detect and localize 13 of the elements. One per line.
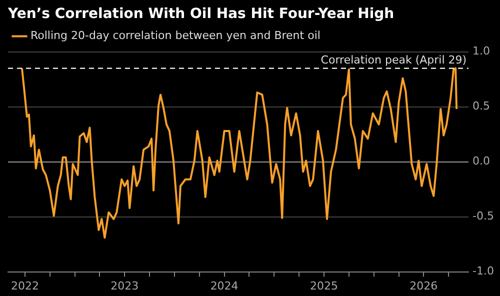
ref-line-label: Correlation peak (April 29) [320, 54, 467, 67]
y-tick-label: -0.5 [472, 210, 494, 223]
y-tick-label: 0.0 [472, 154, 490, 168]
x-tick-label: 2026 [410, 279, 438, 292]
x-tick-label: 2022 [10, 279, 39, 292]
y-tick-label: 0.5 [472, 100, 490, 113]
y-tick-label: -1.0 [472, 264, 494, 278]
x-tick-label: 2025 [310, 279, 338, 292]
y-tick-label: 1.0 [472, 44, 490, 58]
x-tick-label: 2023 [110, 279, 139, 292]
legend-label: Rolling 20-day correlation between yen and Brent oil [30, 29, 320, 42]
x-tick-label: 2024 [210, 279, 238, 292]
chart-title: Yen’s Correlation With Oil Has Hit Four-Year High [7, 6, 394, 22]
